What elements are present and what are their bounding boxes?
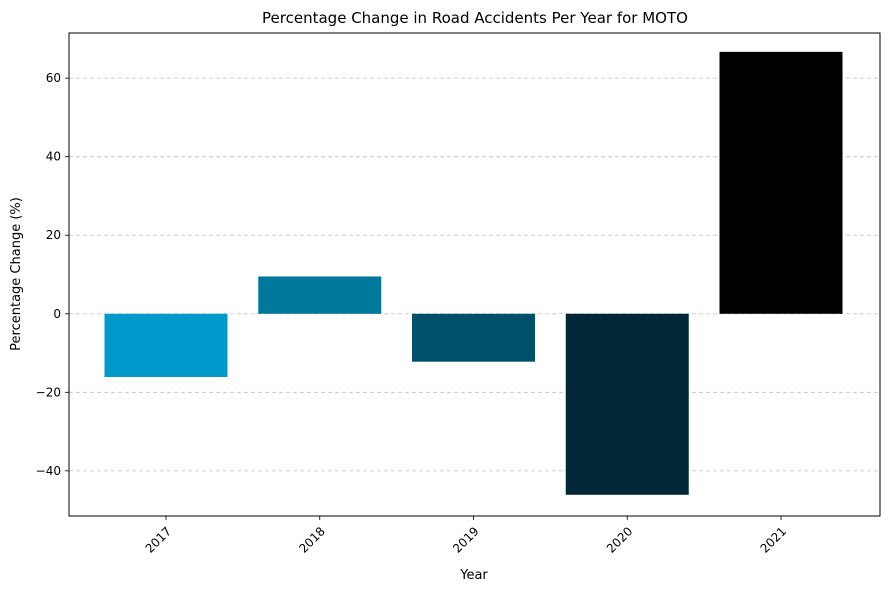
y-tick-label: 60: [46, 71, 61, 85]
bar-2017: [104, 313, 228, 377]
bar-2021: [719, 51, 843, 314]
y-axis-label: Percentage Change (%): [9, 197, 24, 351]
x-tick-label: 2019: [450, 524, 481, 555]
bar-2020: [565, 313, 689, 495]
x-axis-ticks: 2017 2018 2019 2020 2021: [143, 516, 789, 556]
y-tick-label: 20: [46, 228, 61, 242]
chart-title: Percentage Change in Road Accidents Per …: [262, 9, 688, 27]
x-tick-label: 2020: [604, 524, 635, 555]
x-tick-label: 2017: [143, 524, 174, 555]
y-tick-label: 40: [46, 150, 61, 164]
bar-2019: [412, 313, 535, 362]
y-tick-label: 0: [53, 307, 61, 321]
x-tick-label: 2018: [296, 524, 327, 555]
x-tick-label: 2021: [758, 524, 789, 555]
bar-2018: [258, 276, 382, 314]
bars: [104, 51, 843, 495]
y-tick-label: −20: [36, 385, 61, 399]
x-axis-label: Year: [459, 568, 488, 583]
y-tick-label: −40: [36, 464, 61, 478]
y-axis-ticks: −40 −20 0 20 40 60: [36, 71, 69, 478]
plot-frame: [68, 32, 881, 517]
